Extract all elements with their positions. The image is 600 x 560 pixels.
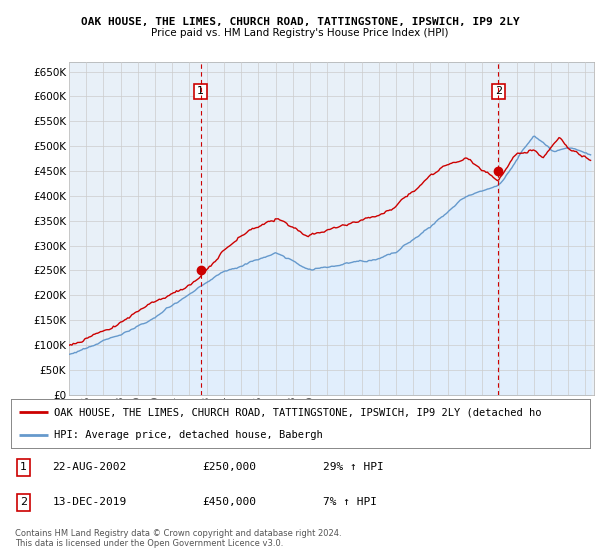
Text: 1: 1: [197, 86, 204, 96]
Text: 13-DEC-2019: 13-DEC-2019: [52, 497, 127, 507]
Text: Price paid vs. HM Land Registry's House Price Index (HPI): Price paid vs. HM Land Registry's House …: [151, 28, 449, 38]
Text: 22-AUG-2002: 22-AUG-2002: [52, 463, 127, 472]
Text: OAK HOUSE, THE LIMES, CHURCH ROAD, TATTINGSTONE, IPSWICH, IP9 2LY: OAK HOUSE, THE LIMES, CHURCH ROAD, TATTI…: [80, 17, 520, 27]
Text: OAK HOUSE, THE LIMES, CHURCH ROAD, TATTINGSTONE, IPSWICH, IP9 2LY (detached ho: OAK HOUSE, THE LIMES, CHURCH ROAD, TATTI…: [54, 407, 542, 417]
Text: 2: 2: [20, 497, 27, 507]
Text: 2: 2: [495, 86, 502, 96]
Text: £450,000: £450,000: [202, 497, 256, 507]
Text: This data is licensed under the Open Government Licence v3.0.: This data is licensed under the Open Gov…: [15, 539, 283, 548]
Text: 29% ↑ HPI: 29% ↑ HPI: [323, 463, 384, 472]
Text: Contains HM Land Registry data © Crown copyright and database right 2024.: Contains HM Land Registry data © Crown c…: [15, 529, 341, 538]
Text: HPI: Average price, detached house, Babergh: HPI: Average price, detached house, Babe…: [54, 430, 323, 440]
Text: 1: 1: [20, 463, 27, 472]
Text: 7% ↑ HPI: 7% ↑ HPI: [323, 497, 377, 507]
Text: £250,000: £250,000: [202, 463, 256, 472]
